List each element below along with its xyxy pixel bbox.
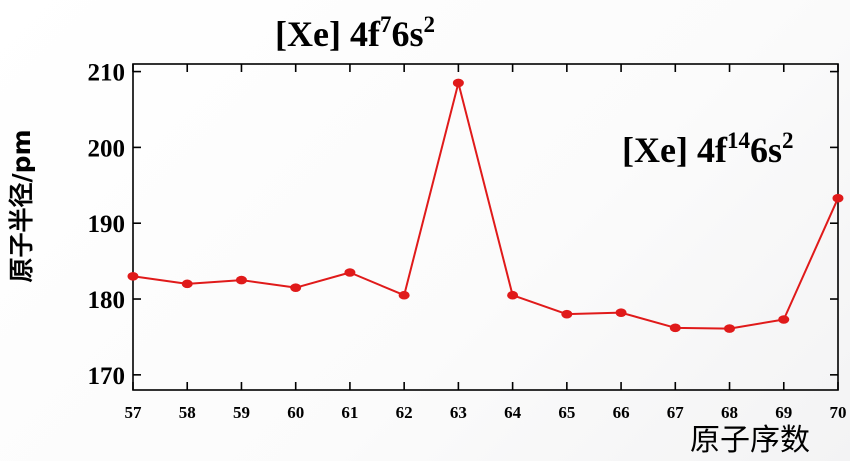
x-tick-label: 69 (775, 403, 792, 422)
x-axis-label: 原子序数 (690, 423, 810, 458)
data-point (615, 308, 627, 317)
data-point (398, 290, 410, 300)
x-tick-label: 58 (179, 403, 196, 422)
y-tick-label: 190 (88, 211, 126, 238)
data-point (452, 78, 464, 88)
annotation-yb: [Xe] 4f146s2 (622, 128, 793, 170)
y-axis-label: 原子半径/pm (7, 129, 36, 282)
x-tick-label: 65 (558, 403, 575, 422)
x-tick-label: 68 (721, 403, 738, 422)
x-tick-label: 57 (125, 403, 143, 422)
x-tick-label: 59 (233, 403, 250, 422)
plot-frame (132, 63, 839, 391)
y-tick-label: 210 (88, 60, 126, 87)
data-point (561, 309, 573, 319)
plot-frame-rect (132, 63, 839, 391)
data-point (181, 279, 193, 289)
axis-ticks: 170 180 190 200 210 57 58 59 60 61 62 63 64 65 66 67 68 6… (88, 60, 847, 422)
data-point (290, 283, 302, 292)
data-point (344, 268, 356, 277)
data-point (669, 323, 681, 333)
y-tick-label: 200 (88, 135, 126, 162)
data-point (507, 290, 519, 300)
x-tick-label: 67 (667, 403, 685, 422)
x-tick-label: 63 (450, 403, 467, 422)
data-point (127, 271, 139, 281)
data-point (235, 275, 247, 285)
x-tick-label: 61 (341, 403, 358, 422)
x-tick-label: 66 (613, 403, 630, 422)
annotation-eu: [Xe] 4f76s2 (275, 12, 435, 54)
x-tick-label: 70 (830, 403, 847, 422)
series-layer (127, 78, 844, 333)
data-point (724, 324, 736, 333)
data-point (778, 315, 790, 324)
y-tick-label: 170 (88, 363, 126, 390)
data-point (832, 193, 844, 203)
x-tick-label: 62 (396, 403, 413, 422)
series-line (132, 81, 839, 330)
x-tick-label: 64 (504, 403, 522, 422)
x-tick-label: 60 (287, 403, 304, 422)
y-tick-label: 180 (88, 287, 126, 314)
